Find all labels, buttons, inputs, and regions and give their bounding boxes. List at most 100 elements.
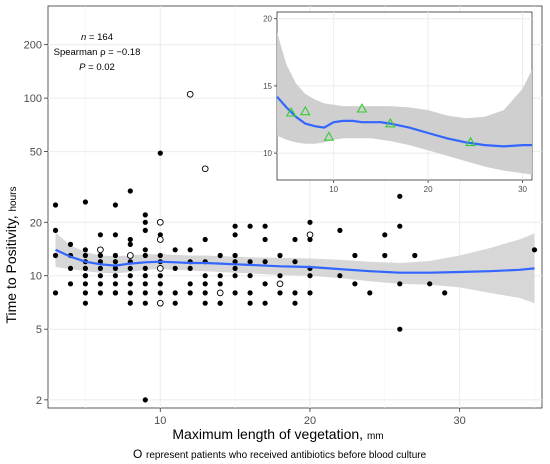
main-point-filled-102 (262, 300, 268, 306)
inset-panel: 10 20 30 10 15 20 (263, 11, 533, 194)
main-point-filled-40 (127, 273, 133, 279)
main-point-filled-78 (202, 300, 208, 306)
main-point-filled-44 (127, 290, 133, 296)
main-point-open-4 (156, 265, 164, 272)
main-point-filled-122 (397, 193, 403, 199)
main-point-filled-108 (292, 290, 298, 296)
main-point-filled-4 (67, 281, 74, 287)
main-point-open-8 (216, 289, 224, 297)
main-point-filled-115 (337, 227, 343, 233)
main-point-filled-68 (172, 300, 178, 306)
inset-triangle-3 (356, 103, 368, 113)
main-point-filled-95 (247, 273, 253, 279)
main-point-filled-28 (112, 265, 118, 271)
stat-n: n = 164 (81, 32, 113, 43)
main-point-filled-43 (127, 241, 133, 247)
main-point-filled-117 (352, 252, 358, 259)
main-point-filled-52 (142, 265, 148, 271)
main-point-filled-106 (292, 236, 298, 243)
main-y-tick-label-3: 20 (30, 217, 42, 229)
inset-x-tick-label-1: 20 (424, 185, 433, 194)
inset-y-tick-label-0: 10 (263, 149, 272, 158)
stat-p: P = 0.02 (79, 62, 115, 73)
main-point-filled-58 (157, 252, 163, 259)
stat-rho: Spearman ρ = −0.18 (54, 47, 141, 58)
main-point-open-9 (276, 280, 284, 288)
main-point-open-6 (186, 90, 194, 98)
main-point-filled-56 (157, 150, 163, 156)
main-point-filled-8 (82, 247, 88, 253)
main-point-filled-86 (232, 223, 238, 229)
main-point-filled-105 (277, 290, 283, 296)
main-point-filled-3 (52, 290, 59, 296)
main-point-filled-125 (397, 326, 403, 332)
main-point-filled-65 (172, 247, 178, 253)
main-point-filled-97 (247, 300, 253, 306)
main-point-filled-127 (427, 281, 433, 287)
main-point-filled-29 (112, 281, 118, 287)
main-point-filled-88 (232, 252, 238, 259)
main-point-filled-111 (307, 236, 313, 243)
main-point-filled-49 (142, 273, 148, 279)
main-point-filled-60 (157, 273, 163, 279)
main-point-filled-83 (217, 273, 223, 279)
main-point-filled-46 (142, 219, 148, 225)
inset-x-tick-label-0: 10 (329, 185, 338, 194)
main-point-filled-2 (52, 252, 59, 259)
main-point-filled-26 (112, 202, 118, 208)
main-point-filled-90 (232, 273, 238, 279)
main-y-tick-label-6: 200 (24, 40, 42, 52)
main-point-filled-77 (202, 281, 208, 287)
main-point-filled-35 (127, 188, 133, 194)
inset-triangle-1 (299, 105, 311, 116)
main-y-tick-label-5: 100 (24, 93, 42, 105)
main-point-filled-101 (262, 281, 268, 287)
main-y-tick-label-1: 5 (36, 324, 42, 336)
main-point-open-1 (126, 252, 134, 259)
inset-smooth-line (276, 95, 532, 148)
main-point-filled-20 (97, 281, 103, 287)
main-point-filled-123 (397, 223, 403, 229)
main-point-open-7 (201, 165, 209, 173)
main-point-filled-67 (172, 290, 178, 296)
main-point-filled-113 (307, 273, 313, 279)
main-point-filled-53 (142, 397, 148, 403)
main-point-filled-57 (157, 232, 163, 238)
inset-triangle-5 (465, 136, 476, 147)
main-point-filled-119 (367, 290, 373, 296)
main-point-filled-5 (67, 241, 74, 247)
inset-triangle-4 (384, 117, 396, 128)
main-point-filled-99 (262, 236, 268, 243)
main-point-filled-39 (127, 281, 133, 287)
main-point-filled-9 (82, 199, 88, 205)
main-x-tick-label-2: 30 (454, 415, 466, 427)
y-axis-label: Time to Positivity, (3, 215, 19, 323)
stats-annotation: n = 164 Spearman ρ = −0.18 P = 0.02 (54, 32, 141, 73)
inset-triangle-2 (323, 131, 335, 141)
main-point-filled-121 (382, 252, 388, 259)
main-point-filled-81 (217, 281, 223, 287)
main-y-tick-label-2: 10 (30, 271, 42, 283)
main-point-filled-71 (187, 290, 193, 296)
y-axis-unit: hours (8, 186, 19, 211)
inset-y-tick-label-2: 20 (263, 15, 272, 24)
inset-confidence-band (277, 32, 532, 175)
main-point-filled-14 (82, 265, 88, 271)
main-point-filled-34 (112, 290, 118, 296)
main-point-open-0 (97, 246, 104, 254)
main-point-filled-17 (82, 273, 88, 279)
main-point-filled-50 (142, 281, 148, 287)
main-point-filled-48 (142, 247, 148, 253)
main-point-filled-100 (262, 259, 268, 265)
main-point-open-5 (156, 299, 164, 307)
main-point-filled-94 (247, 259, 253, 265)
footnote-text: represent patients who received antibiot… (146, 450, 427, 461)
main-point-filled-70 (187, 281, 193, 287)
main-point-filled-51 (142, 252, 148, 259)
main-point-filled-33 (112, 259, 118, 265)
main-point-filled-66 (172, 265, 178, 271)
main-point-filled-128 (442, 290, 448, 296)
main-point-filled-126 (412, 252, 418, 259)
